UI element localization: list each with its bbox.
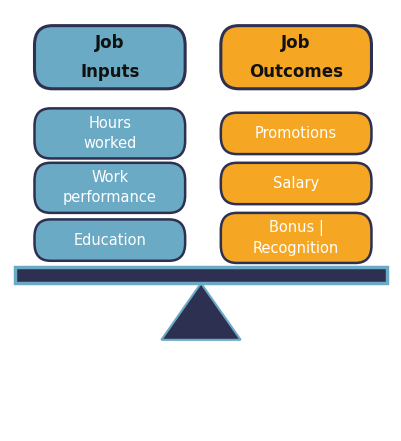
Text: Salary: Salary	[272, 176, 318, 191]
FancyBboxPatch shape	[34, 163, 185, 213]
FancyBboxPatch shape	[34, 26, 185, 89]
Text: Hours
worked: Hours worked	[83, 116, 136, 151]
FancyBboxPatch shape	[34, 220, 185, 261]
FancyBboxPatch shape	[220, 163, 371, 204]
Text: Bonus |
Recognition: Bonus | Recognition	[252, 220, 338, 256]
Text: Promotions: Promotions	[255, 126, 336, 141]
Text: Job
Outcomes: Job Outcomes	[249, 34, 342, 81]
Text: Job
Inputs: Job Inputs	[80, 34, 139, 81]
FancyBboxPatch shape	[220, 113, 371, 154]
FancyBboxPatch shape	[34, 108, 185, 158]
Text: Work
performance: Work performance	[63, 170, 156, 205]
FancyBboxPatch shape	[220, 213, 371, 263]
Polygon shape	[161, 283, 240, 340]
FancyBboxPatch shape	[220, 26, 371, 89]
Text: Education: Education	[73, 232, 146, 247]
FancyBboxPatch shape	[14, 267, 387, 283]
